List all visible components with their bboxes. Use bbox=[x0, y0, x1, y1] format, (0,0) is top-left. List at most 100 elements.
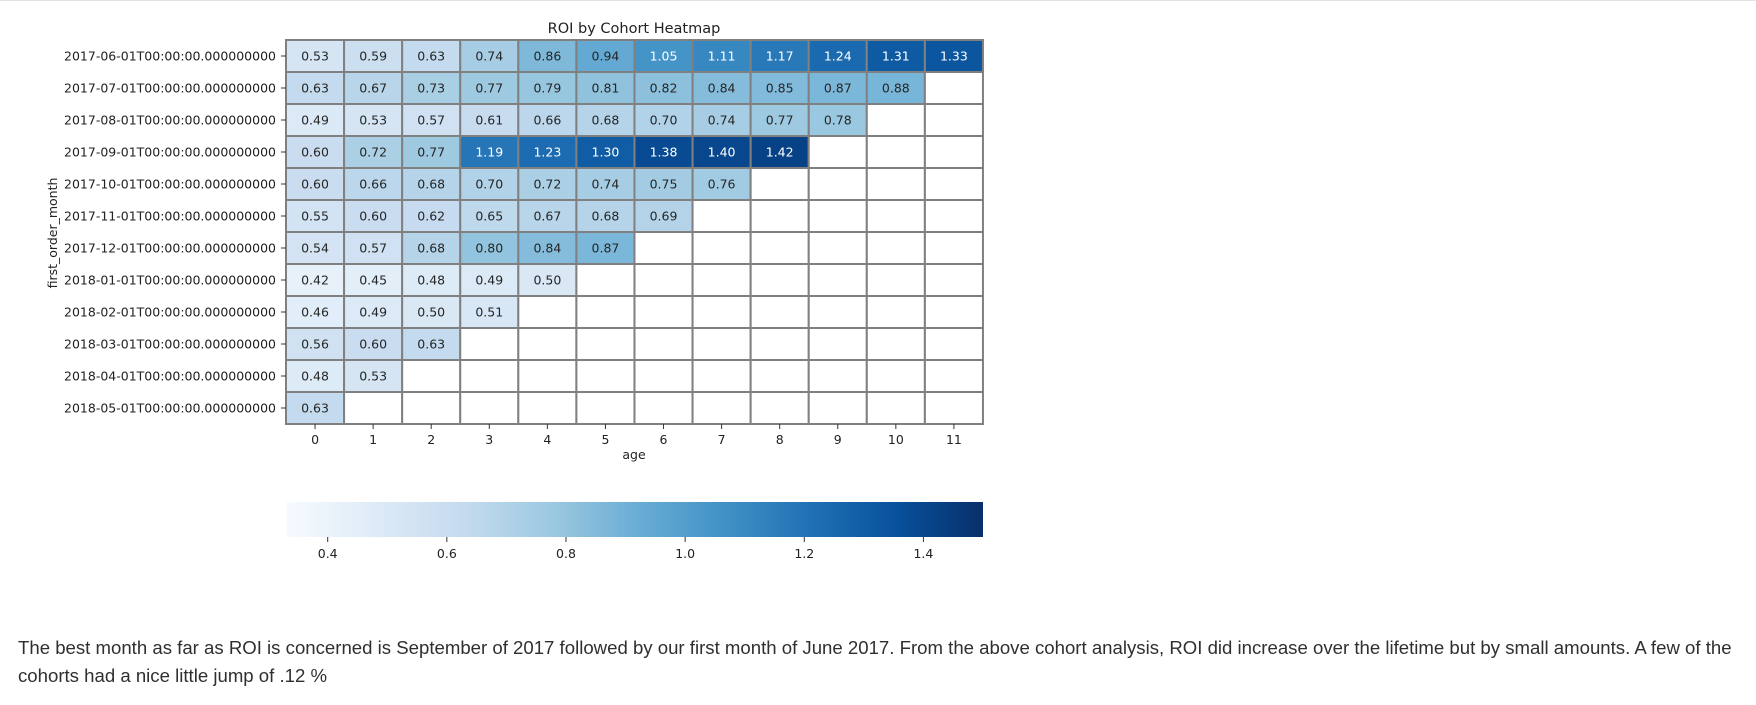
cell-value-label: 0.57 bbox=[417, 113, 445, 128]
cell-value-label: 0.60 bbox=[359, 209, 387, 224]
x-tick-label: 2 bbox=[427, 432, 435, 447]
cell-value-label: 1.11 bbox=[708, 49, 736, 64]
y-tick-label: 2018-04-01T00:00:00.000000000 bbox=[64, 369, 276, 384]
heatmap-cell bbox=[633, 71, 694, 105]
cell-value-label: 0.66 bbox=[533, 113, 561, 128]
cell-value-label: 0.88 bbox=[882, 81, 910, 96]
cell-value-label: 0.76 bbox=[708, 177, 736, 192]
heatmap-cell bbox=[401, 327, 462, 361]
heatmap-cell bbox=[807, 263, 868, 297]
cell-value-label: 0.56 bbox=[301, 337, 329, 352]
heatmap-cell bbox=[633, 295, 694, 329]
colorbar bbox=[286, 502, 983, 537]
heatmap-cell bbox=[401, 263, 462, 297]
cell-value-label: 0.86 bbox=[533, 49, 561, 64]
y-axis-ticks: 2017-06-01T00:00:00.000000000 2017-07-01T… bbox=[64, 49, 286, 416]
cell-value-label: 0.51 bbox=[475, 305, 503, 320]
heatmap-cell bbox=[865, 135, 926, 169]
heatmap-cell bbox=[575, 167, 636, 201]
y-tick-label: 2017-06-01T00:00:00.000000000 bbox=[64, 49, 276, 64]
heatmap-cell bbox=[865, 391, 926, 425]
heatmap-cell bbox=[923, 71, 984, 105]
heatmap-cell bbox=[343, 391, 404, 425]
heatmap-cell bbox=[575, 263, 636, 297]
heatmap-cell bbox=[691, 359, 752, 393]
cell-value-label: 1.17 bbox=[766, 49, 794, 64]
y-tick-label: 2018-01-01T00:00:00.000000000 bbox=[64, 273, 276, 288]
heatmap-cell bbox=[749, 263, 810, 297]
heatmap-cell bbox=[517, 391, 578, 425]
cell-value-label: 0.85 bbox=[766, 81, 794, 96]
x-tick-label: 11 bbox=[946, 432, 962, 447]
cell-value-label: 0.74 bbox=[475, 49, 503, 64]
x-tick-label: 1 bbox=[369, 432, 377, 447]
heatmap-cell bbox=[343, 295, 404, 329]
cell-value-label: 0.74 bbox=[592, 177, 620, 192]
heatmap-cell bbox=[807, 135, 868, 169]
x-axis-ticks: 0 1 2 3 4 5 6 7 8 9 10 11 bbox=[311, 424, 962, 447]
heatmap-cell bbox=[401, 359, 462, 393]
heatmap-cell bbox=[865, 231, 926, 265]
y-tick-label: 2018-05-01T00:00:00.000000000 bbox=[64, 401, 276, 416]
heatmap-cell bbox=[923, 391, 984, 425]
cell-value-label: 1.23 bbox=[533, 145, 561, 160]
heatmap-cell bbox=[575, 391, 636, 425]
cell-value-label: 0.70 bbox=[475, 177, 503, 192]
cell-value-label: 0.53 bbox=[359, 369, 387, 384]
cell-value-label: 0.67 bbox=[533, 209, 561, 224]
cell-value-label: 0.54 bbox=[301, 241, 329, 256]
heatmap-cell bbox=[633, 167, 694, 201]
cell-value-label: 0.60 bbox=[301, 177, 329, 192]
cell-value-label: 1.31 bbox=[882, 49, 910, 64]
heatmap-cell bbox=[517, 167, 578, 201]
heatmap-cell bbox=[691, 391, 752, 425]
heatmap-cell bbox=[575, 295, 636, 329]
cell-value-label: 0.61 bbox=[475, 113, 503, 128]
heatmap-cell bbox=[401, 231, 462, 265]
y-tick-label: 2017-10-01T00:00:00.000000000 bbox=[64, 177, 276, 192]
heatmap-cell bbox=[575, 327, 636, 361]
heatmap-cell bbox=[749, 391, 810, 425]
heatmap-cell bbox=[923, 103, 984, 137]
heatmap-cell bbox=[865, 39, 926, 73]
heatmap-cell bbox=[401, 135, 462, 169]
cell-value-label: 1.24 bbox=[824, 49, 852, 64]
cell-value-label: 0.77 bbox=[417, 145, 445, 160]
heatmap-cell bbox=[749, 167, 810, 201]
cell-value-label: 0.78 bbox=[824, 113, 852, 128]
heatmap-cell bbox=[343, 39, 404, 73]
cell-value-label: 0.77 bbox=[766, 113, 794, 128]
heatmap-cell bbox=[865, 167, 926, 201]
heatmap-cell bbox=[749, 199, 810, 233]
heatmap-cell bbox=[459, 327, 520, 361]
heatmap-cell bbox=[749, 231, 810, 265]
heatmap-cell bbox=[923, 263, 984, 297]
cell-value-label: 0.66 bbox=[359, 177, 387, 192]
cell-value-label: 0.63 bbox=[301, 401, 329, 416]
heatmap-cell bbox=[807, 327, 868, 361]
cell-value-label: 0.87 bbox=[592, 241, 620, 256]
cell-value-label: 0.75 bbox=[650, 177, 678, 192]
cell-value-label: 0.67 bbox=[359, 81, 387, 96]
cell-value-label: 1.40 bbox=[708, 145, 736, 160]
cell-value-label: 0.81 bbox=[592, 81, 620, 96]
heatmap-cell bbox=[633, 391, 694, 425]
y-tick-label: 2017-11-01T00:00:00.000000000 bbox=[64, 209, 276, 224]
colorbar-tick-label: 0.4 bbox=[318, 546, 338, 561]
heatmap-cell bbox=[517, 135, 578, 169]
heatmap-cell bbox=[807, 167, 868, 201]
heatmap-cell bbox=[517, 263, 578, 297]
x-tick-label: 5 bbox=[601, 432, 609, 447]
heatmap-cell bbox=[749, 103, 810, 137]
heatmap-cell bbox=[575, 231, 636, 265]
heatmap-cell bbox=[343, 135, 404, 169]
heatmap-cell bbox=[807, 199, 868, 233]
heatmap-cell bbox=[865, 359, 926, 393]
cell-value-label: 0.80 bbox=[475, 241, 503, 256]
heatmap-cell bbox=[459, 359, 520, 393]
heatmap-cell bbox=[517, 103, 578, 137]
heatmap-cell bbox=[285, 135, 346, 169]
cell-value-label: 1.38 bbox=[650, 145, 678, 160]
heatmap-cell bbox=[865, 199, 926, 233]
heatmap-cell bbox=[401, 295, 462, 329]
